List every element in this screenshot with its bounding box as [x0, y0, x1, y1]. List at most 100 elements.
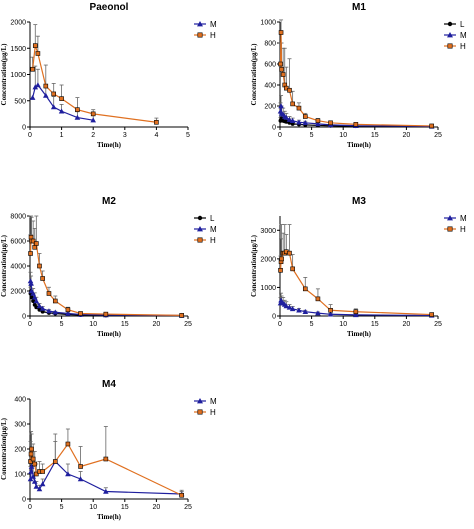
- x-tick-label: 10: [89, 504, 97, 511]
- data-point: [43, 83, 49, 89]
- x-axis-label: Time(h): [347, 330, 372, 338]
- x-tick-label: 2: [91, 132, 95, 139]
- legend-marker: [197, 21, 203, 27]
- data-point: [40, 276, 45, 281]
- data-point: [279, 256, 284, 262]
- legend-marker: [197, 237, 203, 243]
- legend-marker: [197, 32, 203, 38]
- data-point: [58, 108, 65, 114]
- x-tick-label: 5: [310, 321, 314, 328]
- x-tick-label: 15: [371, 132, 379, 139]
- x-tick-label: 20: [403, 321, 411, 328]
- data-point: [287, 87, 292, 93]
- data-point: [51, 91, 57, 97]
- series-h: [30, 24, 159, 125]
- series-line: [279, 32, 432, 127]
- data-point: [30, 238, 36, 244]
- data-point: [28, 459, 33, 464]
- x-tick-label: 25: [434, 132, 442, 139]
- data-point: [34, 471, 39, 477]
- legend-marker: [197, 215, 203, 221]
- x-tick-label: 5: [310, 132, 314, 139]
- legend-marker: [447, 32, 453, 38]
- data-point: [33, 298, 40, 304]
- series-line: [29, 237, 182, 316]
- x-tick-label: 5: [60, 504, 64, 511]
- panel-m4: M4 0 5 10 15 20 25 0 100 200 300 400 Time(h) Concentr…: [0, 379, 217, 521]
- x-tick-label: 10: [339, 321, 347, 328]
- data-point: [278, 61, 283, 67]
- x-tick-label: 0: [28, 321, 32, 328]
- data-point: [40, 469, 45, 474]
- data-point: [74, 114, 81, 120]
- legend-label: L: [460, 20, 465, 29]
- data-point: [28, 251, 33, 256]
- data-point: [429, 312, 434, 317]
- y-tick-label: 1000: [260, 20, 276, 27]
- y-axis-label: Concentration(μg/L): [0, 43, 8, 106]
- data-point: [296, 119, 302, 125]
- data-point: [28, 463, 35, 469]
- y-tick-label: 1500: [10, 46, 26, 53]
- y-tick-label: 400: [264, 83, 276, 90]
- data-point: [46, 308, 52, 314]
- data-point: [289, 306, 296, 312]
- legend-label: H: [460, 42, 466, 51]
- data-point: [65, 441, 71, 447]
- y-tick-label: 3000: [260, 228, 276, 235]
- data-point: [29, 446, 34, 452]
- legend-label: M: [210, 225, 217, 234]
- data-point: [286, 116, 293, 122]
- y-axis-label: Concentration(μg/L): [250, 43, 258, 106]
- data-point: [32, 244, 38, 250]
- series-h: [278, 19, 434, 129]
- x-tick-label: 15: [121, 504, 129, 511]
- x-tick-label: 0: [278, 321, 282, 328]
- data-point: [103, 488, 109, 494]
- data-point: [50, 104, 57, 110]
- data-point: [52, 309, 59, 315]
- legend-label: M: [210, 20, 217, 29]
- data-point: [154, 119, 159, 125]
- panel-title: M2: [102, 196, 116, 207]
- legend-item-m: M: [444, 31, 467, 40]
- legend-item-h: H: [194, 236, 216, 245]
- legend-item-h: H: [444, 42, 466, 51]
- data-point: [75, 107, 80, 112]
- data-point: [28, 234, 34, 240]
- legend-label: L: [210, 214, 215, 223]
- panel-title: M4: [102, 379, 116, 390]
- legend-item-h: H: [444, 225, 466, 234]
- data-point: [32, 84, 39, 90]
- data-point: [328, 120, 333, 126]
- legend-item-l: L: [194, 214, 215, 223]
- legend-marker: [447, 215, 453, 221]
- panel-title: M1: [352, 2, 366, 13]
- panel-m1: M1 0 5 10 15 20 25 0 200 400 600 800 1000 Time(h) Conc…: [250, 2, 467, 149]
- x-tick-label: 20: [153, 321, 161, 328]
- legend-label: M: [210, 397, 217, 406]
- x-tick-label: 10: [339, 132, 347, 139]
- data-point: [52, 298, 58, 304]
- series-m: [27, 441, 185, 497]
- y-tick-label: 0: [272, 125, 276, 132]
- data-point: [37, 263, 42, 269]
- data-point: [43, 92, 49, 98]
- legend-item-m: M: [194, 397, 217, 406]
- y-tick-label: 200: [14, 447, 26, 454]
- data-point: [65, 307, 71, 313]
- data-point: [32, 461, 38, 467]
- x-tick-label: 20: [153, 504, 161, 511]
- series-h: [28, 215, 184, 318]
- data-point: [35, 82, 41, 88]
- data-point: [90, 117, 96, 123]
- data-point: [36, 486, 43, 492]
- legend-label: H: [210, 408, 216, 417]
- data-point: [302, 286, 308, 292]
- y-tick-label: 400: [14, 397, 26, 404]
- x-tick-label: 15: [121, 321, 129, 328]
- legend-item-m: M: [194, 20, 217, 29]
- series-line: [32, 84, 94, 121]
- x-axis-label: Time(h): [97, 141, 122, 149]
- data-point: [33, 483, 40, 489]
